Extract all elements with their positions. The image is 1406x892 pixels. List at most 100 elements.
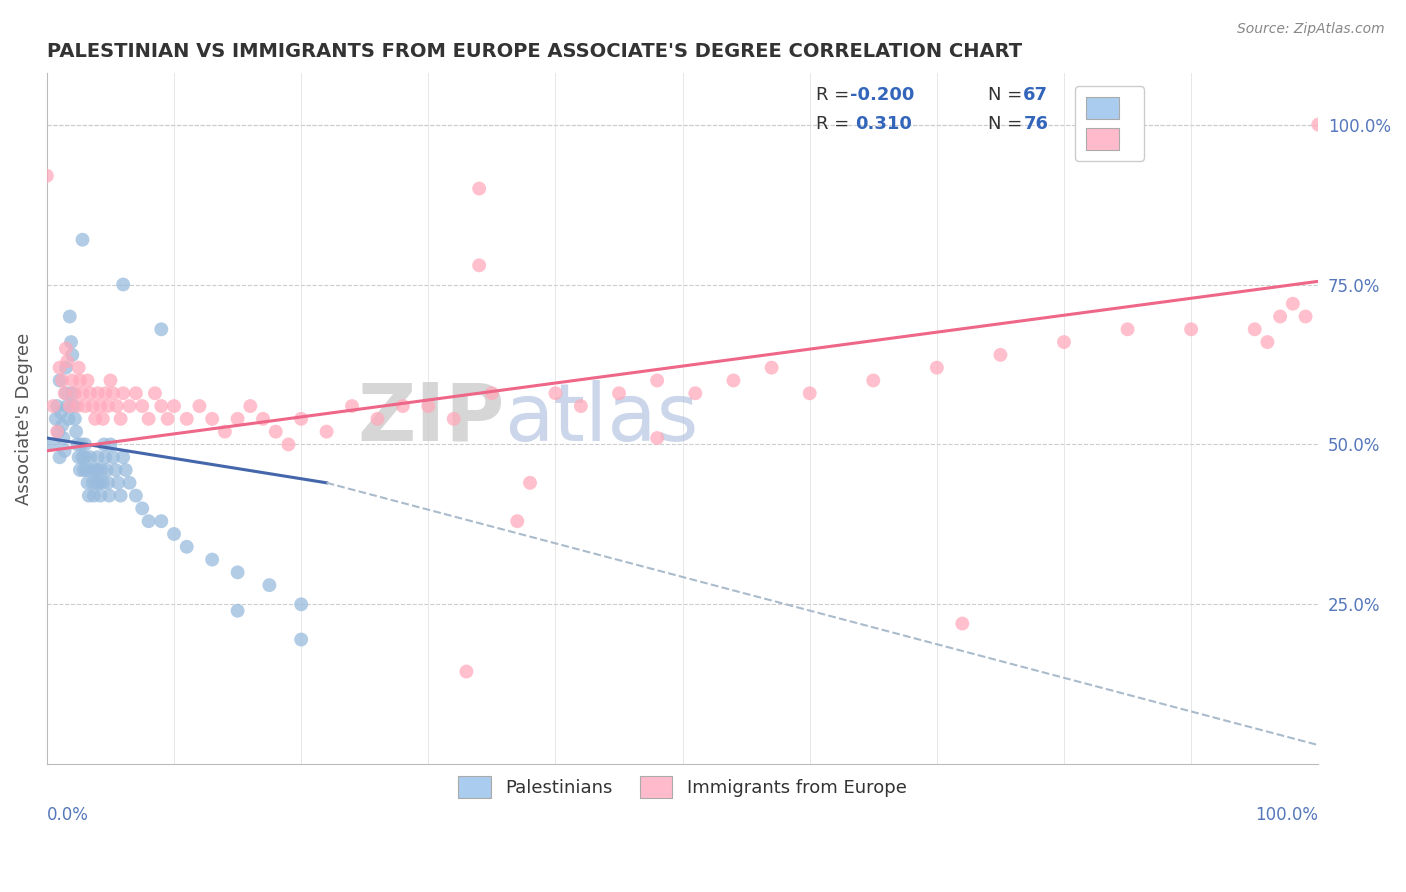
Point — [201, 552, 224, 566]
Point — [67, 450, 90, 465]
Point — [94, 386, 117, 401]
Point — [90, 463, 112, 477]
Point — [84, 412, 107, 426]
Point — [51, 374, 73, 388]
Text: atlas: atlas — [505, 380, 699, 458]
Point — [82, 399, 104, 413]
Point — [277, 437, 299, 451]
Point — [950, 616, 973, 631]
Point — [66, 399, 89, 413]
Point — [150, 399, 173, 413]
Point — [46, 399, 69, 413]
Point — [79, 450, 101, 465]
Point — [48, 450, 70, 465]
Point — [290, 632, 312, 647]
Point — [112, 277, 135, 292]
Point — [645, 431, 668, 445]
Point — [443, 412, 465, 426]
Point — [607, 386, 630, 401]
Point — [49, 405, 72, 419]
Point — [35, 169, 58, 183]
Point — [990, 348, 1012, 362]
Point — [70, 437, 93, 451]
Point — [1053, 335, 1076, 350]
Point — [569, 399, 592, 413]
Point — [226, 604, 249, 618]
Point — [100, 437, 122, 451]
Text: ZIP: ZIP — [357, 380, 505, 458]
Point — [125, 386, 148, 401]
Text: 0.0%: 0.0% — [46, 805, 89, 823]
Point — [60, 386, 83, 401]
Point — [77, 489, 100, 503]
Point — [1308, 118, 1330, 132]
Point — [87, 475, 110, 490]
Point — [94, 450, 117, 465]
Point — [91, 412, 114, 426]
Point — [468, 181, 491, 195]
Point — [82, 475, 104, 490]
Point — [63, 386, 86, 401]
Point — [59, 310, 82, 324]
Point — [290, 598, 312, 612]
Point — [519, 475, 541, 490]
Text: Source: ZipAtlas.com: Source: ZipAtlas.com — [1237, 22, 1385, 37]
Text: 76: 76 — [1024, 115, 1049, 133]
Point — [53, 386, 76, 401]
Point — [799, 386, 821, 401]
Point — [862, 374, 884, 388]
Point — [1180, 322, 1202, 336]
Point — [685, 386, 707, 401]
Point — [723, 374, 745, 388]
Point — [58, 412, 80, 426]
Point — [66, 437, 89, 451]
Point — [60, 348, 83, 362]
Point — [506, 514, 529, 528]
Point — [48, 360, 70, 375]
Point — [104, 463, 127, 477]
Point — [42, 399, 65, 413]
Point — [264, 425, 287, 439]
Point — [52, 431, 75, 445]
Point — [138, 412, 160, 426]
Point — [340, 399, 363, 413]
Point — [107, 475, 129, 490]
Point — [76, 374, 98, 388]
Point — [97, 475, 120, 490]
Point — [645, 374, 668, 388]
Point — [87, 386, 110, 401]
Point — [118, 399, 141, 413]
Text: R =: R = — [815, 115, 855, 133]
Point — [315, 425, 337, 439]
Point — [110, 489, 132, 503]
Point — [456, 665, 478, 679]
Point — [1256, 335, 1278, 350]
Point — [366, 412, 388, 426]
Point — [125, 489, 148, 503]
Point — [544, 386, 567, 401]
Point — [42, 437, 65, 451]
Point — [56, 354, 79, 368]
Point — [163, 527, 186, 541]
Point — [80, 463, 103, 477]
Point — [98, 489, 121, 503]
Point — [481, 386, 503, 401]
Point — [60, 374, 83, 388]
Point — [101, 386, 124, 401]
Point — [86, 475, 108, 490]
Point — [87, 450, 110, 465]
Point — [69, 374, 91, 388]
Point — [176, 540, 198, 554]
Point — [1295, 310, 1317, 324]
Point — [79, 386, 101, 401]
Text: N =: N = — [988, 86, 1028, 103]
Point — [259, 578, 281, 592]
Text: 100.0%: 100.0% — [1256, 805, 1319, 823]
Point — [226, 566, 249, 580]
Point — [468, 258, 491, 272]
Point — [101, 450, 124, 465]
Point — [46, 425, 69, 439]
Point — [83, 489, 105, 503]
Point — [96, 463, 118, 477]
Text: -0.200: -0.200 — [851, 86, 915, 103]
